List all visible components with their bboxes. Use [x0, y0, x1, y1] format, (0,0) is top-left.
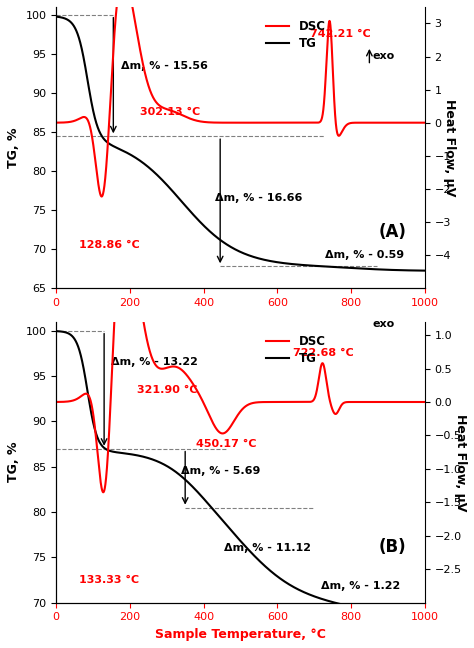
Text: Δm, % - 0.59: Δm, % - 0.59 [325, 250, 404, 260]
Text: 722.68 °C: 722.68 °C [293, 349, 354, 358]
Y-axis label: TG, %: TG, % [7, 442, 20, 483]
Legend: DSC, TG: DSC, TG [261, 330, 330, 369]
Text: Δm, % - 5.69: Δm, % - 5.69 [182, 467, 261, 476]
Text: 302.13 °C: 302.13 °C [140, 108, 201, 117]
Y-axis label: Heat Flow, μV: Heat Flow, μV [454, 413, 467, 511]
Y-axis label: Heat Flow, μV: Heat Flow, μV [444, 98, 456, 196]
Text: (B): (B) [379, 538, 406, 555]
Text: exo: exo [373, 51, 394, 61]
Y-axis label: TG, %: TG, % [7, 127, 20, 168]
Legend: DSC, TG: DSC, TG [261, 16, 330, 54]
Text: Δm, % - 15.56: Δm, % - 15.56 [121, 60, 208, 71]
Text: (A): (A) [379, 223, 407, 241]
Text: Δm, % - 13.22: Δm, % - 13.22 [111, 358, 198, 367]
Text: exo: exo [373, 319, 394, 329]
Text: 133.33 °C: 133.33 °C [79, 575, 139, 585]
Text: 321.90 °C: 321.90 °C [137, 385, 197, 395]
Text: Δm, % - 11.12: Δm, % - 11.12 [224, 544, 311, 553]
Text: 128.86 °C: 128.86 °C [79, 240, 140, 250]
X-axis label: Sample Temperature, °C: Sample Temperature, °C [155, 628, 326, 641]
Text: 742.21 °C: 742.21 °C [310, 29, 371, 40]
Text: Δm, % - 1.22: Δm, % - 1.22 [321, 581, 400, 592]
Text: Δm, % - 16.66: Δm, % - 16.66 [215, 193, 302, 203]
Text: 450.17 °C: 450.17 °C [196, 439, 257, 449]
